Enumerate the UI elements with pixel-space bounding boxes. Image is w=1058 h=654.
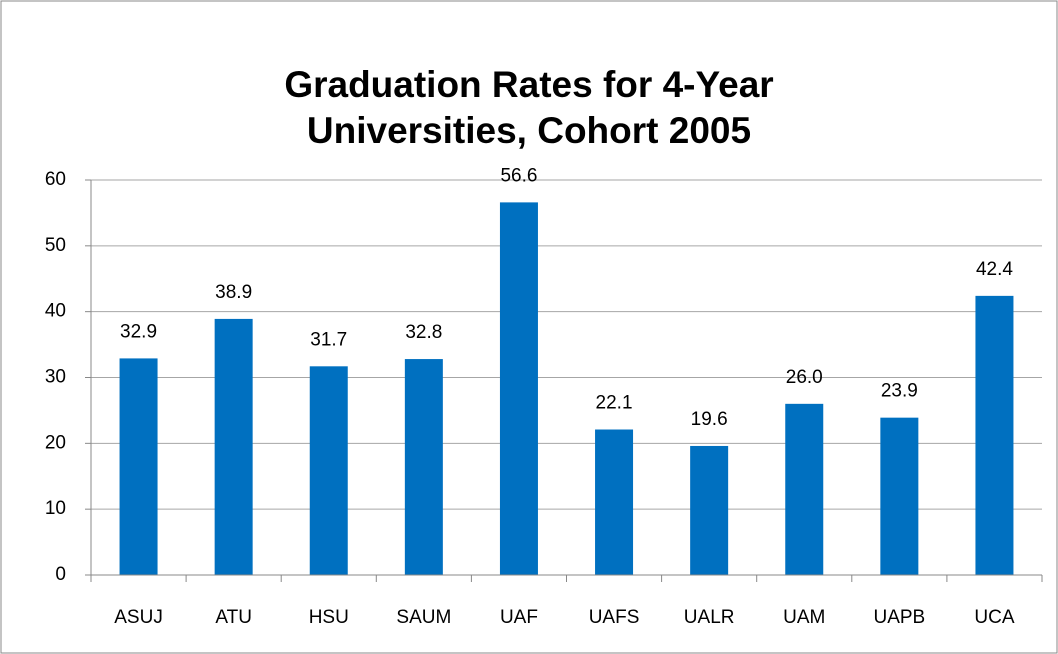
bar <box>499 202 538 575</box>
bar <box>119 358 158 575</box>
bar <box>690 445 729 575</box>
data-label: 23.9 <box>881 381 918 402</box>
y-tick-label: 20 <box>45 432 66 453</box>
y-tick-label: 30 <box>45 367 66 388</box>
x-tick-label: UAM <box>783 607 825 628</box>
chart-title: Graduation Rates for 4-Year Universities… <box>284 64 774 151</box>
x-tick-label: UALR <box>684 607 735 628</box>
data-label: 19.6 <box>691 409 728 430</box>
x-tick-label: ATU <box>215 607 252 628</box>
y-tick-label: 60 <box>45 169 66 190</box>
data-label: 38.9 <box>215 282 252 303</box>
bar <box>975 295 1014 575</box>
y-tick-label: 0 <box>55 564 66 585</box>
bar <box>404 359 443 575</box>
bar <box>785 403 824 575</box>
y-tick-label: 50 <box>45 235 66 256</box>
x-tick-label: HSU <box>309 607 349 628</box>
data-label: 56.6 <box>500 165 537 186</box>
x-tick-label: ASUJ <box>114 607 163 628</box>
bar <box>309 366 348 575</box>
x-tick-label: UAFS <box>589 607 640 628</box>
y-tick-label: 40 <box>45 301 66 322</box>
bar <box>880 417 919 575</box>
data-label: 32.9 <box>120 321 157 342</box>
x-tick-label: SAUM <box>396 607 451 628</box>
data-label: 22.1 <box>596 393 633 414</box>
bar <box>214 318 253 575</box>
x-tick-label: UCA <box>974 607 1014 628</box>
x-tick-label: UAF <box>500 607 538 628</box>
data-label: 31.7 <box>310 329 347 350</box>
x-tick-label: UAPB <box>873 607 925 628</box>
data-label: 32.8 <box>405 322 442 343</box>
y-tick-label: 10 <box>45 498 66 519</box>
bar <box>595 429 634 575</box>
data-label: 26.0 <box>786 367 823 388</box>
data-label: 42.4 <box>976 259 1013 280</box>
